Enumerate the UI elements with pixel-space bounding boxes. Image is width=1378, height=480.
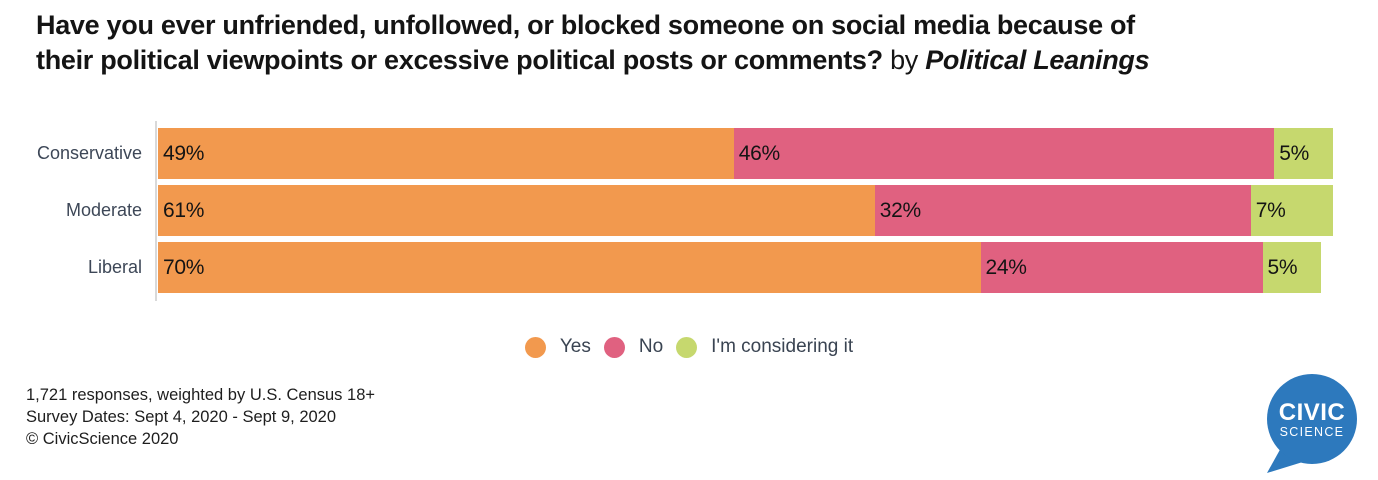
legend-swatch-icon: [524, 336, 546, 358]
legend-label: I'm considering it: [711, 336, 854, 357]
footnote-copyright: © CivicScience 2020: [26, 430, 179, 448]
stacked-bar: 70% 24% 5%: [158, 242, 1333, 293]
logo-text-civic: CIVIC: [1279, 399, 1346, 426]
legend-label: Yes: [559, 336, 591, 357]
legend-swatch-icon: [676, 336, 698, 358]
bar-segment: 32%: [874, 185, 1251, 236]
title-emphasis: Political Leanings: [925, 45, 1150, 75]
bar-segment: 49%: [158, 128, 734, 179]
chart-row: Conservative 49% 46% 5%: [0, 128, 1333, 179]
bar-value-label: 70%: [163, 255, 205, 279]
chart-row: Moderate 61% 32% 7%: [0, 185, 1333, 236]
logo-text-science: SCIENCE: [1280, 425, 1345, 439]
legend-swatch-icon: [603, 336, 625, 358]
category-label: Liberal: [87, 257, 142, 277]
stacked-bar: 61% 32% 7%: [158, 185, 1333, 236]
bar-value-label: 5%: [1279, 141, 1310, 165]
civicscience-logo: CIVIC SCIENCE: [1262, 372, 1362, 476]
bar-segment: 46%: [733, 128, 1275, 179]
legend-item: I'm considering it: [676, 336, 853, 358]
bar-segment: 61%: [158, 185, 875, 236]
speech-bubble-icon: CIVIC SCIENCE: [1267, 374, 1357, 473]
bar-value-label: 7%: [1255, 198, 1286, 222]
title-question-line2: their political viewpoints or excessive …: [36, 45, 883, 75]
chart-title: Have you ever unfriended, unfollowed, or…: [36, 8, 1376, 78]
title-connector: by: [890, 45, 918, 75]
footnote: 1,721 responses, weighted by U.S. Census…: [26, 384, 375, 450]
footnote-responses: 1,721 responses, weighted by U.S. Census…: [26, 386, 376, 404]
legend-item: Yes: [524, 336, 591, 358]
legend-label: No: [638, 336, 664, 357]
bar-value-label: 49%: [163, 141, 205, 165]
bar-segment: 24%: [980, 242, 1263, 293]
chart-rows: Conservative 49% 46% 5% Moderate 61% 32% 7% Libe…: [0, 128, 1333, 293]
bar-segment: 7%: [1250, 185, 1333, 236]
bar-segment: 70%: [158, 242, 981, 293]
speech-bubble-tail: [1267, 446, 1306, 473]
bar-value-label: 24%: [985, 255, 1027, 279]
chart-row: Liberal 70% 24% 5%: [0, 242, 1333, 293]
bar-value-label: 32%: [879, 198, 921, 222]
bar-value-label: 46%: [738, 141, 780, 165]
speech-bubble-circle: [1267, 374, 1357, 464]
category-label: Conservative: [36, 143, 142, 163]
legend: Yes No I'm considering it: [0, 336, 1378, 358]
bar-value-label: 61%: [163, 198, 205, 222]
y-axis-line: [155, 121, 157, 301]
bar-segment: 5%: [1262, 242, 1322, 293]
legend-item: No: [603, 336, 664, 358]
bar-segment: 5%: [1274, 128, 1333, 179]
stacked-bar: 49% 46% 5%: [158, 128, 1333, 179]
bar-value-label: 5%: [1267, 255, 1298, 279]
category-label: Moderate: [65, 200, 142, 220]
title-question-line1: Have you ever unfriended, unfollowed, or…: [36, 10, 1135, 40]
footnote-survey-dates: Survey Dates: Sept 4, 2020 - Sept 9, 202…: [26, 408, 337, 426]
